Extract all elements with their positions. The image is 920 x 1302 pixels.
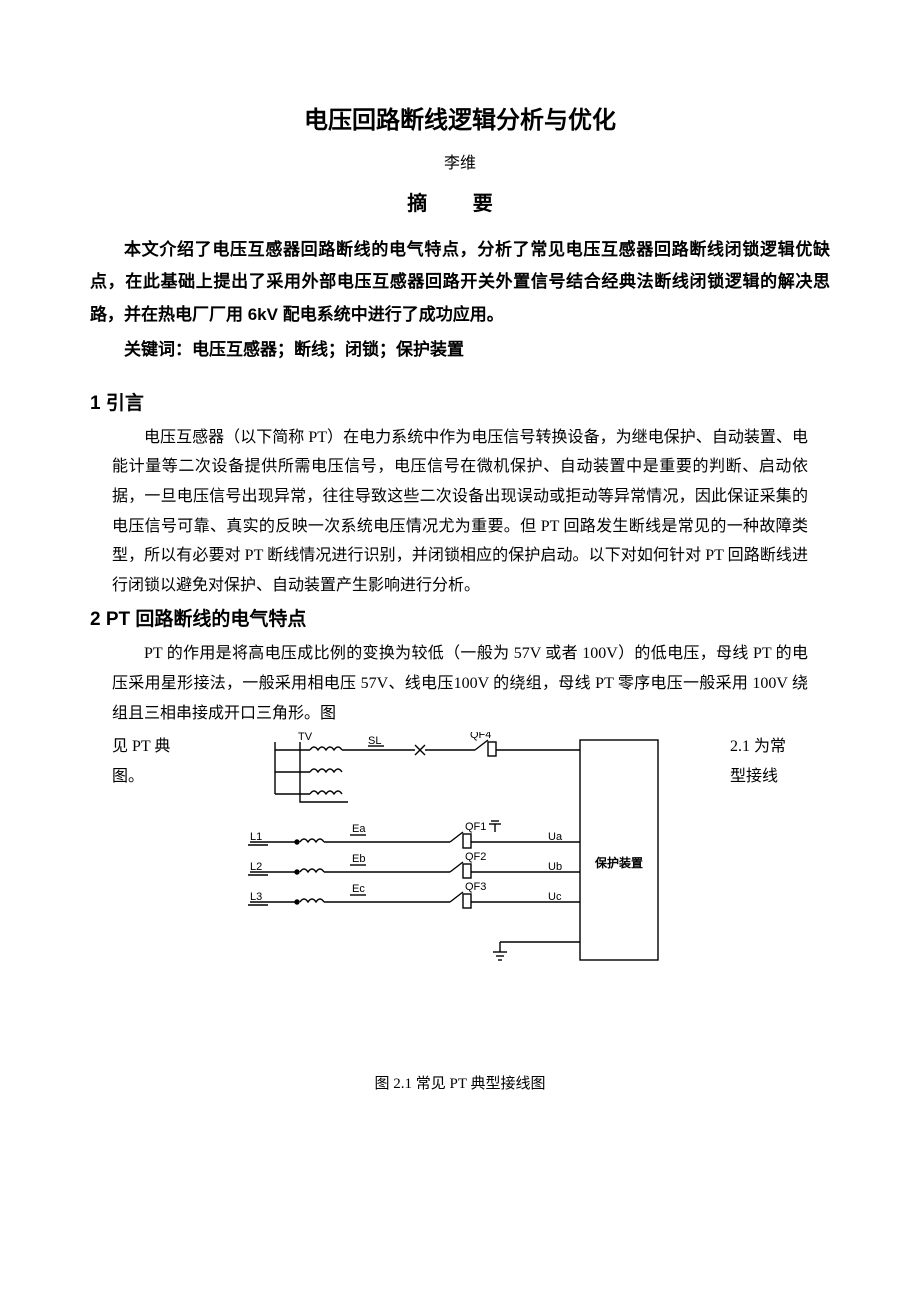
figure-2-1-wrap: 见 PT 典 图。 2.1 为常 型接线 [90,732,830,982]
section-2-heading: 2 PT 回路断线的电气特点 [90,604,830,631]
figure-2-1-caption: 图 2.1 常见 PT 典型接线图 [90,1072,830,1093]
label-ub: Ub [548,861,562,873]
label-qf1: QF1 [465,821,486,833]
section-2-body-start: PT 的作用是将高电压成比例的变换为较低（一般为 57V 或者 100V）的低电… [90,639,830,728]
label-eb: Eb [352,853,365,865]
label-l3: L3 [250,891,262,903]
wrap-r1: 2.1 为常 [730,738,786,755]
label-tv: TV [298,732,313,743]
abstract-body: 本文介绍了电压互感器回路断线的电气特点，分析了常见电压互感器回路断线闭锁逻辑优缺… [90,234,830,331]
label-qf2: QF2 [465,851,486,863]
section-2-intro: PT 的作用是将高电压成比例的变换为较低（一般为 57V 或者 100V）的低电… [112,645,808,721]
label-device: 保护装置 [594,855,643,870]
keywords-line: 关键词：电压互感器；断线；闭锁；保护装置 [90,335,830,360]
label-l1: L1 [250,831,262,843]
wrap-l3: 图。 [112,768,144,785]
label-sl: SL [368,735,381,747]
label-ua: Ua [548,831,563,843]
figure-2-1-svg: TV SL QF4 QF1 QF2 QF3 Ea Eb Ec L1 L2 L3 … [240,732,670,982]
label-qf3: QF3 [465,881,486,893]
paper-title: 电压回路断线逻辑分析与优化 [90,100,830,135]
author-name: 李维 [90,149,830,173]
label-uc: Uc [548,891,562,903]
keywords-label: 关键词： [124,340,192,359]
section-1-heading: 1 引言 [90,388,830,415]
wrap-text-right-1: 2.1 为常 型接线 [730,732,830,791]
abstract-heading: 摘 要 [90,187,830,216]
label-ec: Ec [352,883,365,895]
label-qf4: QF4 [470,732,491,741]
label-l2: L2 [250,861,262,873]
section-1-body: 电压互感器（以下简称 PT）在电力系统中作为电压信号转换设备，为继电保护、自动装… [90,423,830,601]
wrap-r2: 型接线 [730,768,778,785]
label-ea: Ea [352,823,366,835]
wrap-text-left-1: 见 PT 典 图。 [90,732,180,791]
wrap-l2: 见 PT 典 [112,738,170,755]
keywords-value: 电压互感器；断线；闭锁；保护装置 [192,340,464,359]
